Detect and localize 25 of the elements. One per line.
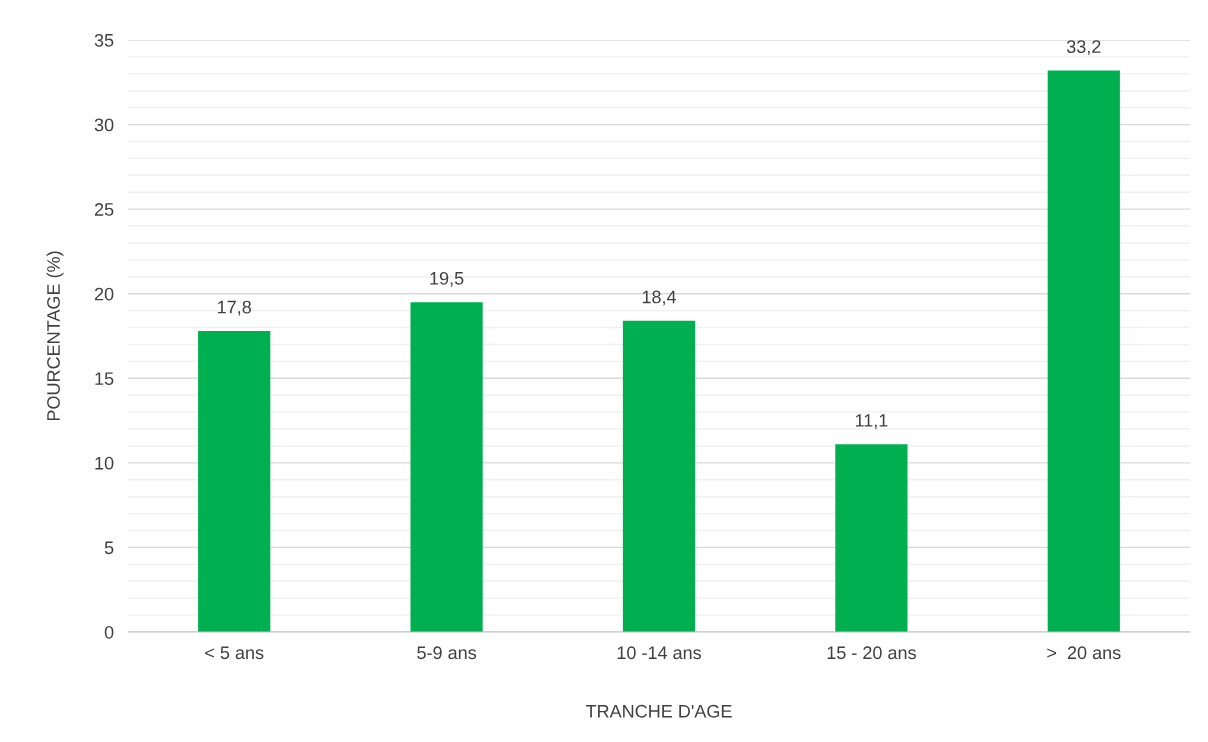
bar [198, 330, 271, 632]
y-tick-label: 20 [94, 287, 114, 301]
x-tick-label: > 20 ans [1047, 646, 1121, 660]
data-label: 11,1 [855, 414, 888, 429]
bar [622, 320, 696, 632]
y-tick-label: 0 [104, 625, 114, 639]
y-axis-title: POURCENTAGE (%) [46, 251, 64, 421]
data-label: 19,5 [430, 271, 464, 287]
data-label: 17,8 [218, 300, 251, 316]
bar [1047, 70, 1120, 632]
y-tick-label: 25 [94, 203, 114, 216]
y-tick-label: 15 [95, 372, 114, 386]
y-tick-label: 10 [95, 456, 114, 470]
data-label: 33,2 [1066, 40, 1101, 56]
bar [835, 444, 908, 632]
x-tick-label: < 5 ans [205, 646, 264, 660]
x-axis-title: TRANCHE D'AGE [585, 704, 732, 718]
data-label: 18,4 [642, 290, 677, 306]
y-tick-label: 30 [94, 118, 114, 132]
x-tick-label: 5-9 ans [417, 646, 477, 660]
x-tick-label: 15 - 20 ans [827, 646, 916, 660]
y-tick-label: 5 [104, 541, 114, 555]
x-tick-label: 10 -14 ans [617, 646, 702, 660]
bar [410, 302, 483, 632]
y-tick-label: 35 [94, 33, 114, 47]
